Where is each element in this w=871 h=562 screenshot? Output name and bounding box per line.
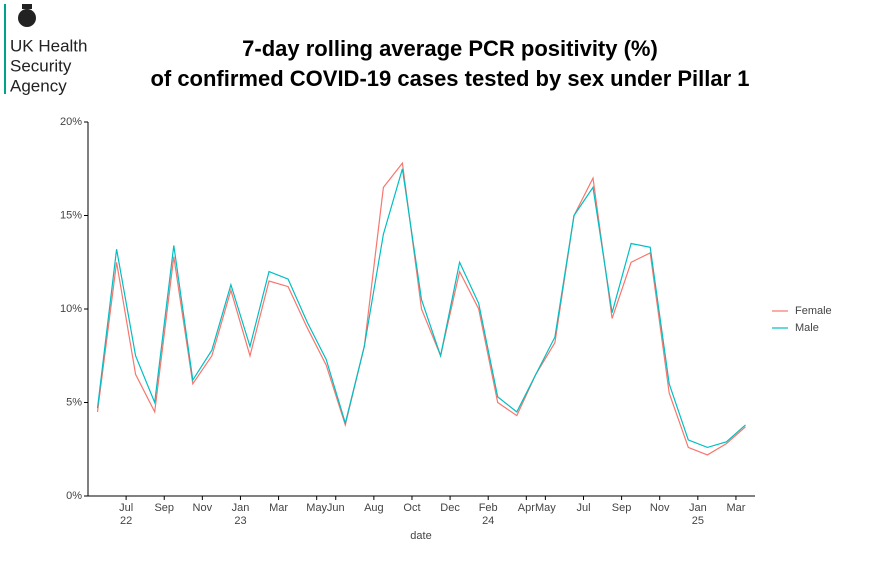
y-tick-label: 15% bbox=[60, 209, 82, 221]
x-tick-label: Sep bbox=[154, 502, 174, 514]
x-tick-label: Feb bbox=[479, 502, 498, 514]
x-tick-label: May bbox=[306, 502, 327, 514]
x-tick-label: Jan bbox=[689, 502, 707, 514]
x-tick-label: Jul bbox=[119, 502, 133, 514]
logo-text: Security bbox=[10, 56, 72, 75]
x-tick-year: 23 bbox=[234, 515, 246, 527]
x-axis-label: date bbox=[410, 530, 431, 542]
y-tick-label: 0% bbox=[66, 490, 82, 502]
crest bbox=[18, 4, 36, 27]
x-tick-label: Mar bbox=[726, 502, 745, 514]
x-tick-label: Mar bbox=[269, 502, 288, 514]
x-tick-year: 25 bbox=[692, 515, 704, 527]
logo-text: UK Health bbox=[10, 36, 87, 55]
logo-bar bbox=[4, 4, 6, 94]
x-tick-year: 22 bbox=[120, 515, 132, 527]
x-tick-label: Sep bbox=[612, 502, 632, 514]
x-tick-label: May bbox=[535, 502, 556, 514]
y-tick-label: 5% bbox=[66, 396, 82, 408]
legend-label: Male bbox=[795, 322, 819, 334]
chart-title: 7-day rolling average PCR positivity (%) bbox=[242, 36, 658, 61]
legend-label: Female bbox=[795, 305, 832, 317]
series-line bbox=[96, 168, 746, 449]
x-tick-label: Aug bbox=[364, 502, 384, 514]
x-tick-label: Nov bbox=[650, 502, 670, 514]
x-tick-year: 24 bbox=[482, 515, 494, 527]
y-tick-label: 10% bbox=[60, 303, 82, 315]
x-tick-label: Oct bbox=[403, 502, 420, 514]
x-tick-label: Apr bbox=[518, 502, 535, 514]
x-tick-label: Dec bbox=[440, 502, 460, 514]
y-tick-label: 20% bbox=[60, 116, 82, 128]
logo-text: Agency bbox=[10, 76, 67, 95]
x-tick-label: Jun bbox=[327, 502, 345, 514]
x-tick-label: Jan bbox=[232, 502, 250, 514]
x-tick-label: Jul bbox=[576, 502, 590, 514]
x-tick-label: Nov bbox=[193, 502, 213, 514]
series-line bbox=[96, 161, 746, 456]
chart-title: of confirmed COVID-19 cases tested by se… bbox=[150, 66, 749, 91]
